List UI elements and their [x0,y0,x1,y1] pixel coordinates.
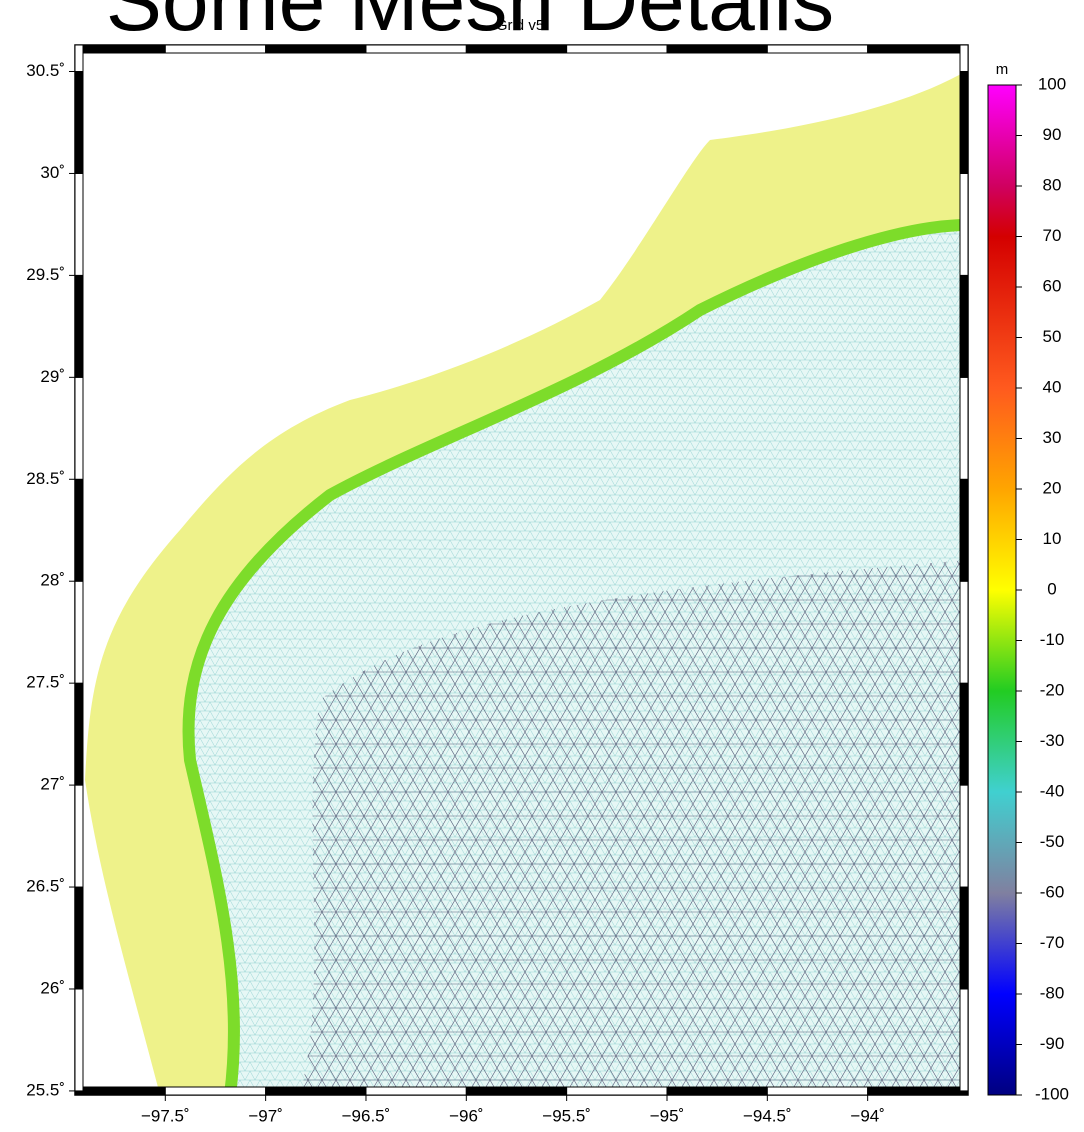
y-tick-label: 26˚ [40,978,65,997]
x-tick-label: −97˚ [248,1106,283,1125]
colorbar-tick-label: -100 [1035,1084,1069,1103]
frame-stripe [75,581,83,683]
frame-stripe [960,683,968,785]
frame-stripe [567,45,667,53]
y-tick-label: 25.5˚ [26,1080,65,1099]
frame-stripe [75,275,83,377]
map-area [75,45,968,1095]
colorbar-tick-label: -20 [1040,680,1065,699]
colorbar-tick-label: 30 [1043,428,1062,447]
frame-stripe [868,45,968,53]
map-figure: Some Mesh Details Grid v5 m −97.5˚ −97˚ −9… [0,0,1084,1132]
frame-stripe [767,45,867,53]
frame-stripe [75,377,83,479]
colorbar-tick-label: 10 [1043,529,1062,548]
y-tick-label: 30˚ [40,163,65,182]
frame-stripe [75,45,83,72]
colorbar-tick-label: -50 [1040,832,1065,851]
y-tick-label: 29.5˚ [26,265,65,284]
frame-stripe [868,1087,968,1095]
colorbar-tick-label: -40 [1040,781,1065,800]
colorbar-tick-label: 50 [1043,327,1062,346]
frame-stripe [75,989,83,1091]
y-tick-label: 28.5˚ [26,469,65,488]
colorbar-tick-label: 100 [1038,74,1066,93]
colorbar-tick-label: -70 [1040,933,1065,952]
colorbar [988,85,1016,1095]
colorbar-tick-label: -60 [1040,882,1065,901]
frame-stripe [960,173,968,275]
x-tick-label: −96˚ [449,1106,484,1125]
y-tick-label: 30.5˚ [26,61,65,80]
frame-stripe [567,1087,667,1095]
map-subtitle: Grid v5 [496,17,544,34]
frame-stripe [75,72,83,174]
frame-stripe [75,173,83,275]
colorbar-tick-label: -30 [1040,731,1065,750]
colorbar-tick-label: 40 [1043,377,1062,396]
colorbar-tick-label: 20 [1043,478,1062,497]
frame-stripe [75,1087,165,1095]
frame-stripe [960,72,968,174]
y-tick-label: 28˚ [40,571,65,590]
frame-stripe [960,581,968,683]
frame-stripe [266,45,366,53]
frame-stripe [75,1091,83,1095]
x-tick-label: −96.5˚ [342,1106,391,1125]
frame-stripe [75,45,165,53]
x-tick-label: −95˚ [650,1106,685,1125]
x-tick-label: −94.5˚ [743,1106,792,1125]
frame-stripe [960,785,968,887]
frame-stripe [466,1087,566,1095]
colorbar-tick-label: 0 [1047,579,1056,598]
frame-stripe [75,785,83,887]
frame-stripe [667,1087,767,1095]
colorbar-tick-label: 60 [1043,276,1062,295]
frame-stripe [960,989,968,1091]
colorbar-tick-label: 90 [1043,125,1062,144]
y-tick-label: 29˚ [40,367,65,386]
frame-stripe [960,45,968,72]
frame-stripe [960,275,968,377]
x-tick-label: −94˚ [850,1106,885,1125]
y-tick-label: 27˚ [40,775,65,794]
frame-stripe [165,45,265,53]
colorbar-tick-label: -90 [1040,1034,1065,1053]
colorbar-tick-label: -80 [1040,983,1065,1002]
colorbar-tick-label: 80 [1043,175,1062,194]
page-title: Some Mesh Details [106,0,834,48]
frame-stripe [266,1087,366,1095]
frame-stripe [960,1091,968,1095]
colorbar-tick-label: 70 [1043,226,1062,245]
frame-stripe [75,887,83,989]
y-tick-label: 27.5˚ [26,673,65,692]
frame-stripe [466,45,566,53]
frame-stripe [667,45,767,53]
frame-stripe [767,1087,867,1095]
frame-stripe [165,1087,265,1095]
frame-stripe [366,45,466,53]
colorbar-unit: m [996,61,1009,78]
y-tick-label: 26.5˚ [26,877,65,896]
frame-stripe [960,479,968,581]
frame-stripe [960,887,968,989]
frame-stripe [75,683,83,785]
x-tick-label: −97.5˚ [141,1106,190,1125]
colorbar-tick-label: -10 [1040,630,1065,649]
frame-stripe [960,377,968,479]
frame-stripe [75,479,83,581]
x-tick-label: −95.5˚ [542,1106,591,1125]
frame-stripe [366,1087,466,1095]
